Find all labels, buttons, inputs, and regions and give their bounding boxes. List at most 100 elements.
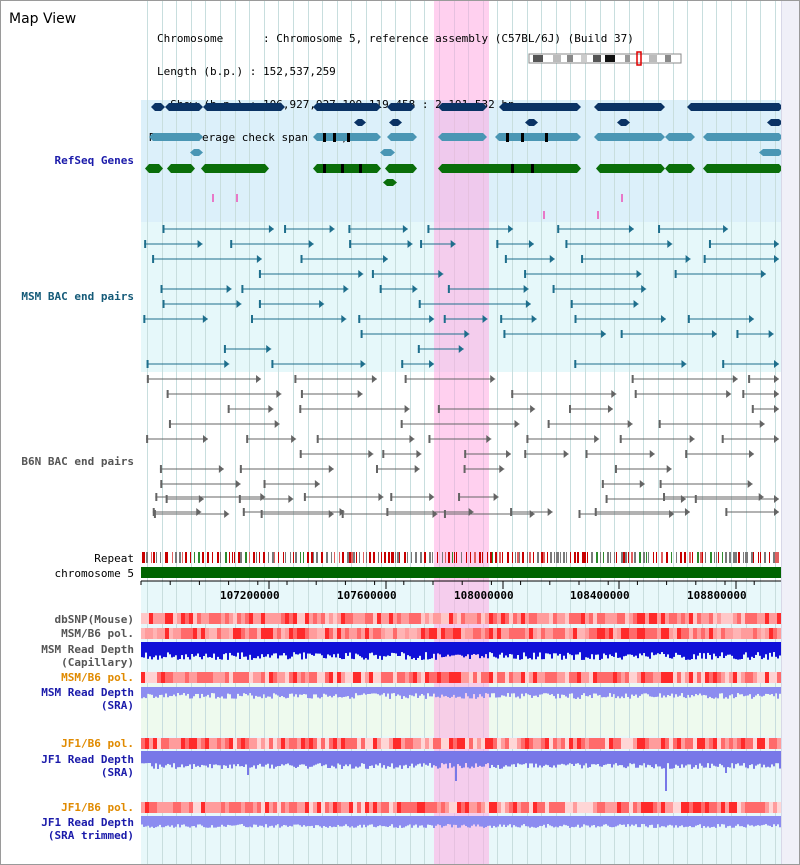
b6n-bac-end bbox=[658, 420, 661, 428]
grid-line bbox=[410, 1, 411, 864]
vertical-scrollbar[interactable] bbox=[781, 1, 799, 864]
jf1-b6-pol-label[interactable]: JF1/B6 pol. bbox=[61, 737, 134, 750]
jf1-b6-pol-cell bbox=[545, 738, 549, 749]
msm-b6-pol-2-label[interactable]: MSM/B6 pol. bbox=[61, 671, 134, 684]
jf1-depth-sra-label[interactable]: JF1 Read Depth (SRA) bbox=[41, 753, 134, 779]
jf1-b6-pol-2-label[interactable]: JF1/B6 pol. bbox=[61, 801, 134, 814]
msm-capillary-depth-bar bbox=[159, 642, 161, 656]
msm-bac-end bbox=[266, 345, 272, 353]
jf1-sra-depth-bar bbox=[163, 751, 165, 768]
jf1-b6-pol-cell bbox=[265, 738, 269, 749]
jf1-sra-depth-bar bbox=[553, 751, 555, 766]
msm-sra-depth-bar bbox=[585, 687, 587, 696]
selection-highlight[interactable] bbox=[434, 1, 489, 864]
msm-depth-sra-label[interactable]: MSM Read Depth (SRA) bbox=[41, 686, 134, 712]
repeat-element bbox=[290, 552, 291, 563]
msm-sra-depth-bar bbox=[749, 687, 751, 695]
jf1-b6-pol-2-cell bbox=[577, 802, 581, 813]
msm-b6-pol-2-cell bbox=[565, 672, 569, 683]
msm-capillary-depth-bar bbox=[723, 642, 725, 659]
msm-depth-capillary-label[interactable]: MSM Read Depth (Capillary) bbox=[41, 643, 134, 669]
jf1-trimmed-depth-bar bbox=[659, 816, 661, 828]
msm-sra-depth-bar bbox=[173, 687, 175, 695]
msm-b6-pol-cell bbox=[141, 628, 145, 639]
jf1-b6-pol-2-cell bbox=[325, 802, 329, 813]
msm-sra-depth-bar bbox=[333, 687, 335, 696]
msm-capillary-depth-bar bbox=[253, 642, 255, 659]
msm-b6-pol-cell bbox=[557, 628, 561, 639]
jf1-trimmed-depth-bar bbox=[525, 816, 527, 827]
msm-b6-pol-2-cell bbox=[673, 672, 677, 683]
jf1-sra-depth-bar bbox=[159, 751, 161, 765]
msm-b6-pol-cell bbox=[741, 628, 745, 639]
repeat-element bbox=[245, 552, 247, 563]
jf1-trimmed-depth-bar bbox=[433, 816, 435, 828]
jf1-trimmed-depth-bar bbox=[245, 816, 247, 828]
msm-sra-depth-bar bbox=[755, 687, 757, 696]
msm-sra-depth-bar bbox=[351, 687, 353, 698]
msm-b6-pol-cell bbox=[529, 628, 533, 639]
repeat-element bbox=[710, 552, 712, 563]
msm-b6-pol-cell bbox=[737, 628, 741, 639]
jf1-b6-pol-cell bbox=[513, 738, 517, 749]
msm-sra-depth-bar bbox=[619, 687, 621, 699]
msm-b6-pol-2-cell bbox=[729, 672, 733, 683]
repeat-element bbox=[142, 552, 144, 563]
jf1-sra-depth-bar bbox=[419, 751, 421, 764]
msm-capillary-depth-bar bbox=[585, 642, 587, 658]
msm-bac-end bbox=[508, 225, 514, 233]
repeat-element bbox=[646, 552, 647, 563]
repeat-element bbox=[274, 552, 275, 563]
msm-b6-pol-label[interactable]: MSM/B6 pol. bbox=[61, 627, 134, 640]
msm-sra-depth-bar bbox=[241, 687, 243, 697]
jf1-b6-pol-cell bbox=[173, 738, 177, 749]
msm-sra-depth-bar bbox=[423, 687, 425, 696]
b6n-bac-label[interactable]: B6N BAC end pairs bbox=[21, 455, 134, 468]
msm-b6-pol-cell bbox=[645, 628, 649, 639]
msm-b6-pol-cell bbox=[261, 628, 265, 639]
msm-b6-pol-2-cell bbox=[197, 672, 201, 683]
jf1-b6-pol-cell bbox=[533, 738, 537, 749]
dbsnp-label[interactable]: dbSNP(Mouse) bbox=[54, 613, 134, 626]
msm-capillary-depth-bar bbox=[157, 642, 159, 660]
refseq-genes-label[interactable]: RefSeq Genes bbox=[54, 154, 134, 167]
msm-capillary-depth-bar bbox=[173, 642, 175, 657]
jf1-trimmed-depth-bar bbox=[613, 816, 615, 828]
jf1-b6-pol-cell bbox=[741, 738, 745, 749]
b6n-bac-end bbox=[198, 495, 204, 503]
msm-bac-end bbox=[636, 270, 642, 278]
msm-sra-depth-bar bbox=[381, 687, 383, 695]
msm-b6-pol-cell bbox=[233, 628, 237, 639]
msm-bac-label[interactable]: MSM BAC end pairs bbox=[21, 290, 134, 303]
jf1-trimmed-depth-bar bbox=[731, 816, 733, 828]
jf1-trimmed-depth-bar bbox=[411, 816, 413, 828]
msm-sra-depth-bar bbox=[283, 687, 285, 698]
msm-capillary-depth-bar bbox=[669, 642, 671, 659]
gene-model bbox=[771, 119, 779, 126]
jf1-sra-depth-bar bbox=[177, 751, 179, 768]
chromosome-ideogram[interactable] bbox=[528, 51, 685, 66]
jf1-sra-depth-bar bbox=[771, 751, 773, 765]
b6n-bac-end bbox=[468, 508, 474, 516]
msm-capillary-depth-bar bbox=[171, 642, 173, 658]
msm-capillary-depth-bar bbox=[685, 642, 687, 660]
msm-b6-pol-2-cell bbox=[289, 672, 293, 683]
jf1-depth-trimmed-label[interactable]: JF1 Read Depth (SRA trimmed) bbox=[41, 816, 134, 842]
msm-sra-depth-bar bbox=[485, 687, 487, 694]
msm-b6-pol-cell bbox=[573, 628, 577, 639]
jf1-b6-pol-cell bbox=[617, 738, 621, 749]
repeat-element bbox=[692, 552, 693, 563]
jf1-b6-pol-cell bbox=[585, 738, 589, 749]
b6n-bac-end bbox=[316, 435, 319, 443]
jf1-b6-pol-cell bbox=[425, 738, 429, 749]
jf1-b6-pol-cell bbox=[565, 738, 569, 749]
jf1-sra-depth-bar bbox=[307, 751, 309, 769]
msm-b6-pol-cell bbox=[217, 628, 221, 639]
repeat-element bbox=[661, 552, 663, 563]
msm-sra-depth-bar bbox=[145, 687, 147, 699]
jf1-sra-depth-bar bbox=[249, 751, 251, 768]
b6n-bac-end bbox=[168, 420, 171, 428]
jf1-trimmed-depth-bar bbox=[633, 816, 635, 826]
jf1-sra-depth-bar bbox=[183, 751, 185, 768]
